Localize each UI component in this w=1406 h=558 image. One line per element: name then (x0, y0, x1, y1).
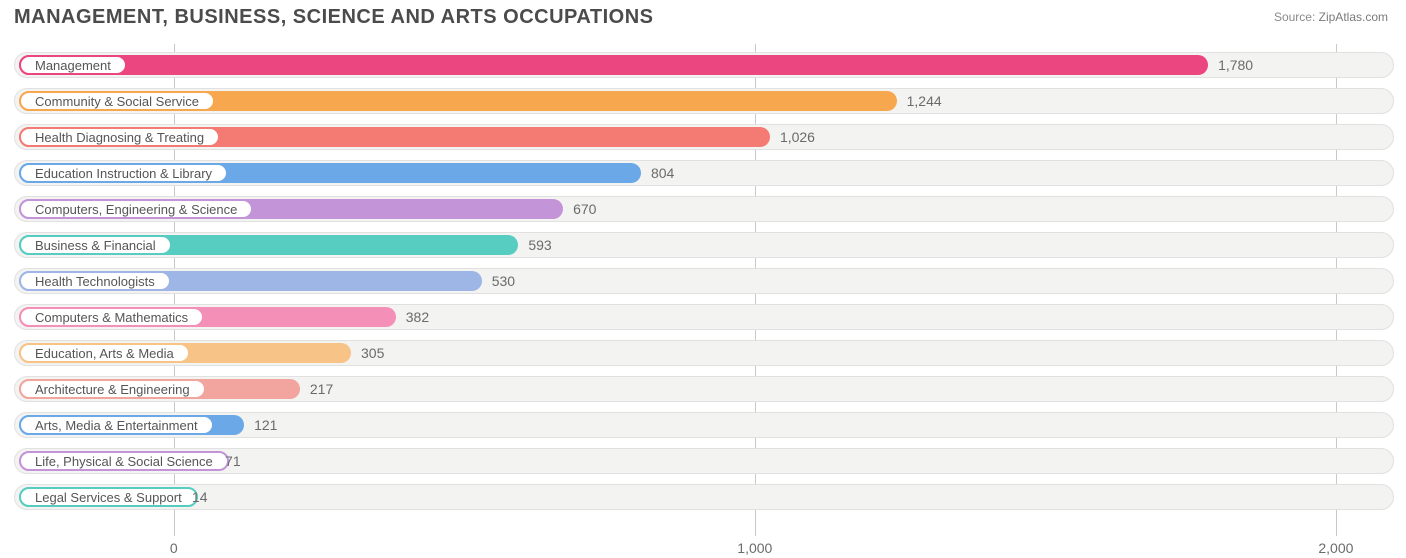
bar-row: Arts, Media & Entertainment 121 (14, 410, 1394, 440)
bar-label-pill: Management (19, 55, 127, 75)
bar-label-pill: Education, Arts & Media (19, 343, 190, 363)
bar-label-pill: Community & Social Service (19, 91, 215, 111)
bar-label-pill: Business & Financial (19, 235, 172, 255)
bar-track (14, 484, 1394, 510)
bar-row: Computers & Mathematics 382 (14, 302, 1394, 332)
bar-value-label: 71 (225, 446, 241, 476)
x-axis-label: 0 (170, 540, 178, 556)
bar-row: Legal Services & Support14 (14, 482, 1394, 512)
bar-fill (19, 55, 1208, 75)
bar-label-pill: Computers, Engineering & Science (19, 199, 253, 219)
bar-row: Management 1,780 (14, 50, 1394, 80)
occupations-chart: MANAGEMENT, BUSINESS, SCIENCE AND ARTS O… (0, 0, 1406, 558)
chart-title: MANAGEMENT, BUSINESS, SCIENCE AND ARTS O… (14, 6, 653, 29)
bar-value-label: 121 (254, 410, 277, 440)
bar-label-pill: Legal Services & Support (19, 487, 198, 507)
bar-label-pill: Education Instruction & Library (19, 163, 228, 183)
bar-value-label: 1,244 (907, 86, 942, 116)
bar-value-label: 530 (492, 266, 515, 296)
bar-value-label: 1,780 (1218, 50, 1253, 80)
bar-row: Community & Social Service 1,244 (14, 86, 1394, 116)
plot-area: 01,0002,000Management1,780Community & So… (14, 44, 1394, 536)
bar-label-pill: Life, Physical & Social Science (19, 451, 229, 471)
bar-value-label: 804 (651, 158, 674, 188)
bar-label-pill: Health Technologists (19, 271, 171, 291)
bar-value-label: 593 (528, 230, 551, 260)
bar-value-label: 305 (361, 338, 384, 368)
bar-label-pill: Arts, Media & Entertainment (19, 415, 214, 435)
source-attribution: Source: ZipAtlas.com (1274, 10, 1388, 24)
source-label: Source: (1274, 10, 1315, 24)
bar-value-label: 217 (310, 374, 333, 404)
bar-value-label: 670 (573, 194, 596, 224)
bar-row: Computers, Engineering & Science 670 (14, 194, 1394, 224)
bar-label-pill: Health Diagnosing & Treating (19, 127, 220, 147)
bar-row: Life, Physical & Social Science71 (14, 446, 1394, 476)
bar-value-label: 14 (192, 482, 208, 512)
source-value: ZipAtlas.com (1319, 10, 1388, 24)
bar-row: Education, Arts & Media 305 (14, 338, 1394, 368)
x-axis-label: 2,000 (1318, 540, 1353, 556)
bar-row: Business & Financial 593 (14, 230, 1394, 260)
bar-row: Architecture & Engineering 217 (14, 374, 1394, 404)
x-axis-label: 1,000 (737, 540, 772, 556)
bar-row: Health Technologists 530 (14, 266, 1394, 296)
bar-row: Health Diagnosing & Treating 1,026 (14, 122, 1394, 152)
bar-value-label: 382 (406, 302, 429, 332)
bar-label-pill: Architecture & Engineering (19, 379, 206, 399)
bar-value-label: 1,026 (780, 122, 815, 152)
bar-label-pill: Computers & Mathematics (19, 307, 204, 327)
bar-row: Education Instruction & Library 804 (14, 158, 1394, 188)
